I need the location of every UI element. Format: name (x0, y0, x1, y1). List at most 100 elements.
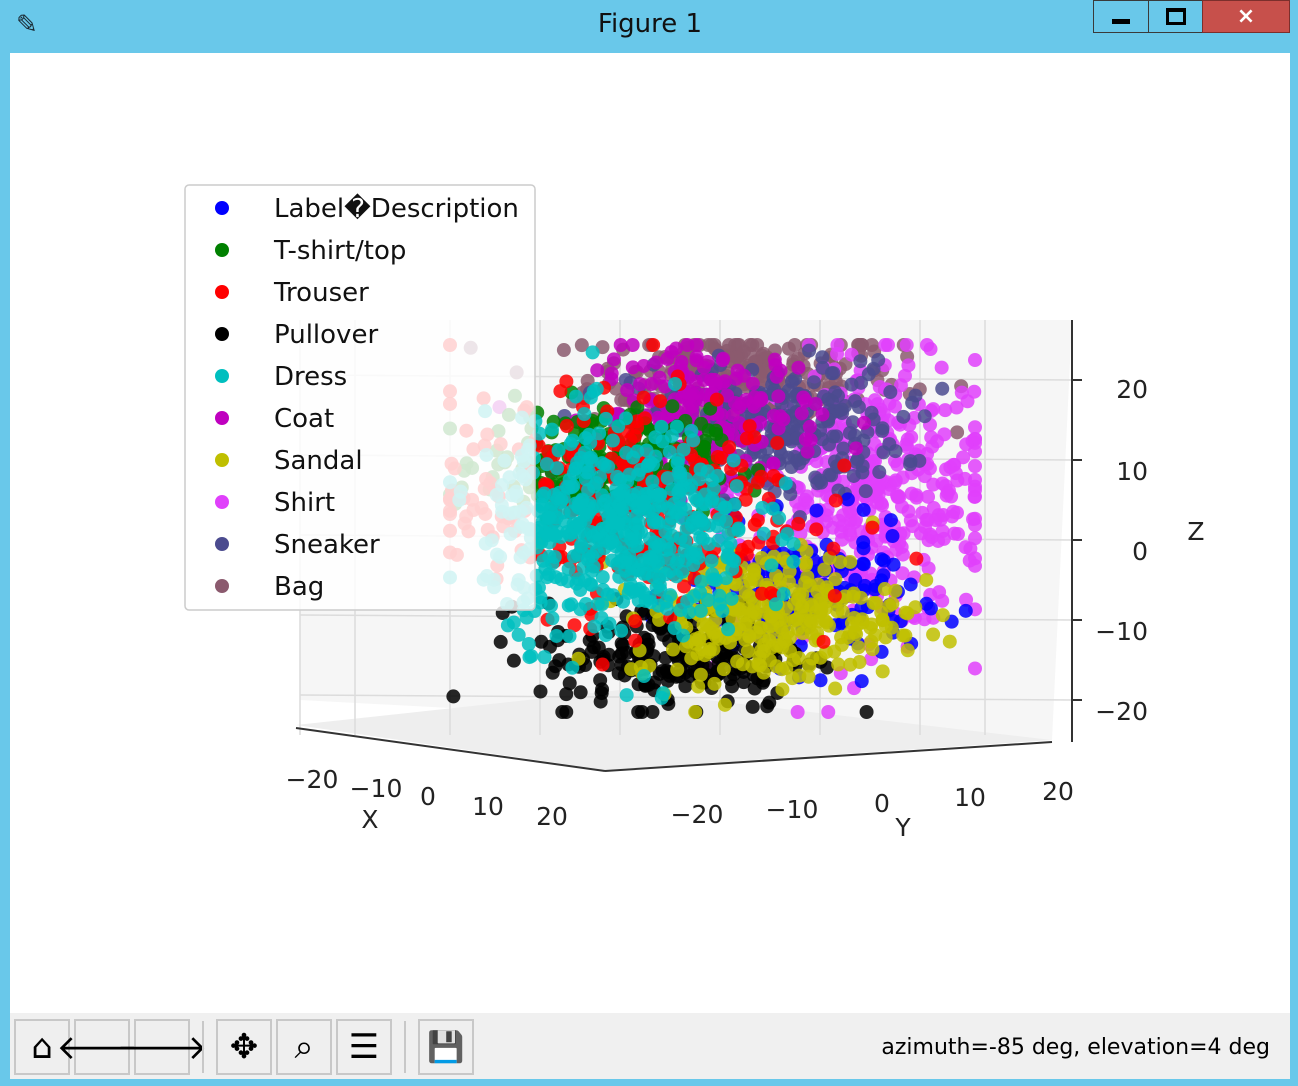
configure-button[interactable]: ☰ (336, 1019, 392, 1075)
scatter-point (614, 502, 629, 517)
scatter-point (837, 458, 852, 473)
scatter-point (605, 553, 620, 568)
forward-button[interactable]: 🡒 (116, 1019, 208, 1075)
scatter-point (917, 409, 932, 424)
scatter-point (562, 472, 577, 487)
scatter-point (684, 423, 699, 438)
y-axis-label: Y (894, 813, 911, 842)
scatter-point (926, 627, 941, 642)
scatter-point (892, 489, 907, 504)
scatter-point (769, 369, 784, 384)
scatter-point (883, 513, 898, 528)
scatter-point (968, 459, 982, 474)
legend-marker (215, 369, 229, 383)
scatter-point (815, 407, 830, 422)
back-button[interactable]: 🡐 (56, 1019, 148, 1075)
save-button[interactable]: 💾 (418, 1019, 474, 1075)
scatter-point (886, 557, 901, 572)
magnifier-icon: ⌕ (294, 1027, 314, 1067)
scatter-point (789, 612, 804, 627)
scatter-point (729, 479, 744, 494)
scatter-point (802, 658, 817, 673)
minimize-icon (1112, 19, 1130, 24)
scatter-point (637, 669, 652, 684)
home-button[interactable]: ⌂ (14, 1019, 70, 1075)
scatter-point (840, 492, 855, 507)
scatter-point (627, 429, 642, 444)
scatter-point (871, 352, 886, 367)
scatter-point (551, 443, 566, 458)
legend-label: Shirt (274, 488, 335, 518)
scatter-point (605, 513, 620, 528)
scatter-point (566, 549, 581, 564)
scatter-point (567, 618, 582, 633)
scatter-point (936, 531, 951, 546)
scatter-point (631, 593, 646, 608)
legend-marker (215, 327, 229, 341)
scatter-point (693, 462, 708, 477)
scatter-point (864, 617, 879, 632)
scatter-point (747, 681, 762, 696)
scatter-point (620, 383, 635, 398)
scatter-point (750, 475, 765, 490)
scatter-point (701, 423, 716, 438)
scatter-point (608, 539, 623, 554)
scatter-point (968, 531, 982, 546)
maximize-button[interactable] (1148, 0, 1203, 33)
scatter-point (537, 486, 552, 501)
scatter-point (883, 385, 898, 400)
scatter-point (762, 695, 777, 710)
x-axis-label: X (361, 805, 378, 834)
scatter-point (578, 431, 593, 446)
figure-canvas[interactable]: 20 10 0 −10 −20 Z −20 −10 0 10 20 X −20 −10 0 10 20 Y Labe… (10, 53, 1290, 1013)
minimize-button[interactable] (1093, 0, 1149, 33)
scatter-point (626, 450, 641, 465)
scatter-point (629, 414, 644, 429)
scatter-point (592, 469, 607, 484)
legend-label: Pullover (274, 320, 378, 350)
scatter-point (660, 471, 675, 486)
scatter-point (950, 425, 965, 440)
x-tick-label: 0 (420, 782, 436, 811)
toolbar-separator (404, 1021, 406, 1073)
scatter-point (522, 650, 537, 665)
close-button[interactable]: × (1202, 0, 1290, 33)
scatter-point (565, 660, 580, 675)
scatter-point (834, 402, 849, 417)
scatter-point (853, 354, 868, 369)
scatter-point (660, 351, 675, 366)
zoom-button[interactable]: ⌕ (276, 1019, 332, 1075)
scatter-point (694, 574, 709, 589)
scatter-point (874, 496, 889, 511)
scatter-point (652, 612, 667, 627)
scatter-point (678, 679, 693, 694)
scatter-point (604, 366, 619, 381)
scatter-point (732, 338, 747, 352)
scatter-point (843, 504, 858, 519)
scatter-3d-plot[interactable]: 20 10 0 −10 −20 Z −20 −10 0 10 20 X −20 −10 0 10 20 Y Labe… (10, 53, 1290, 1013)
scatter-point (636, 390, 651, 405)
scatter-point (768, 597, 783, 612)
scatter-point (574, 539, 589, 554)
scatter-point (848, 572, 863, 587)
scatter-point (747, 430, 762, 445)
scatter-point (755, 599, 770, 614)
pan-button[interactable]: ✥ (216, 1019, 272, 1075)
scatter-point (688, 705, 703, 719)
scatter-point (809, 522, 824, 537)
scatter-point (614, 623, 629, 638)
scatter-point (828, 572, 843, 587)
scatter-point (665, 528, 680, 543)
scatter-point (755, 500, 770, 515)
scatter-point (899, 338, 914, 352)
scatter-point (446, 689, 461, 704)
scatter-point (828, 681, 843, 696)
scatter-point (598, 493, 613, 508)
scatter-point (585, 528, 600, 543)
scatter-point (826, 366, 841, 381)
scatter-point (865, 642, 880, 657)
z-tick-label: 10 (1116, 457, 1148, 486)
legend-label: Sneaker (274, 530, 380, 560)
scatter-point (876, 445, 891, 460)
scatter-point (888, 583, 903, 598)
